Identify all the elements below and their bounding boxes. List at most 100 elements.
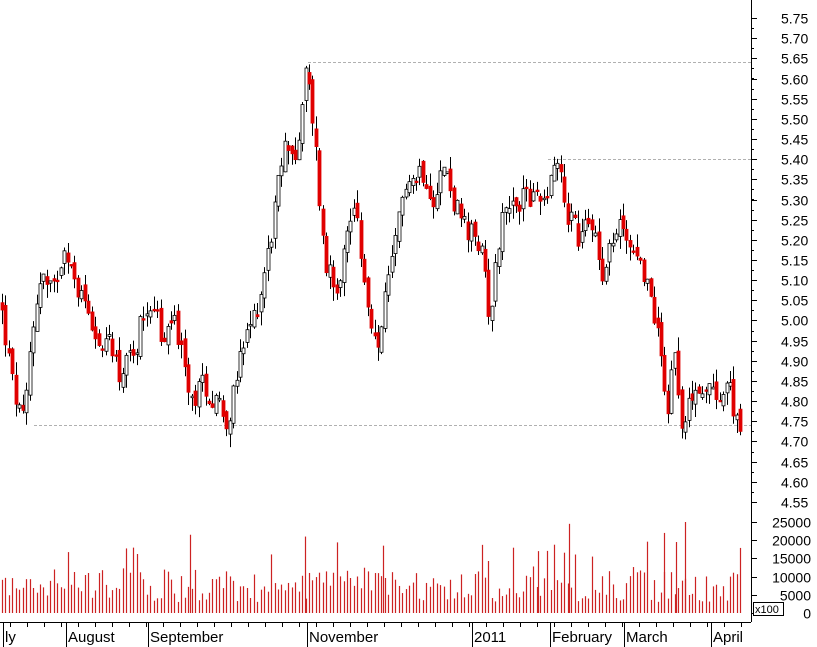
month-label: November bbox=[309, 629, 378, 646]
candle-body bbox=[52, 278, 57, 282]
candle-body bbox=[676, 350, 681, 396]
candle-body bbox=[210, 403, 215, 408]
candle-body bbox=[614, 233, 619, 241]
candle-body bbox=[725, 382, 730, 394]
candle-body bbox=[45, 276, 50, 285]
candle-body bbox=[542, 197, 547, 201]
candle-body bbox=[162, 337, 167, 343]
candle-body bbox=[473, 221, 478, 237]
month-label: March bbox=[626, 629, 668, 646]
month-label: ly bbox=[5, 629, 16, 646]
candle-body bbox=[100, 348, 105, 351]
candle-body bbox=[404, 188, 409, 198]
candle-body bbox=[445, 171, 450, 174]
candle-body bbox=[559, 164, 564, 173]
candle-body bbox=[624, 228, 629, 241]
price-tick-label: 5.45 bbox=[781, 132, 808, 148]
candle-body bbox=[197, 381, 202, 408]
candle-body bbox=[66, 252, 71, 263]
month-label: February bbox=[552, 629, 613, 646]
price-tick-label: 4.75 bbox=[781, 414, 808, 430]
candle-body bbox=[521, 188, 526, 210]
candle-body bbox=[576, 223, 581, 247]
candle-body bbox=[338, 280, 343, 288]
candle-body bbox=[138, 316, 143, 357]
candle-body bbox=[283, 140, 288, 173]
candle-body bbox=[504, 207, 509, 213]
candle-body bbox=[549, 174, 554, 197]
candle-body bbox=[500, 212, 505, 253]
candle-body bbox=[697, 386, 702, 394]
candle-body bbox=[28, 351, 33, 396]
candle-body bbox=[214, 394, 219, 414]
candle-body bbox=[497, 248, 502, 267]
candle-body bbox=[93, 326, 98, 340]
candle-body bbox=[480, 245, 485, 254]
candle-body bbox=[683, 421, 688, 433]
candle-body bbox=[528, 188, 533, 207]
candle-body bbox=[735, 414, 740, 421]
candle-body bbox=[72, 262, 77, 280]
candle-body bbox=[673, 352, 678, 369]
candle-body bbox=[604, 266, 609, 282]
candle-body bbox=[131, 349, 136, 356]
candle-body bbox=[314, 128, 319, 147]
candle-body bbox=[438, 170, 443, 194]
candle-body bbox=[545, 196, 550, 199]
candle-body bbox=[121, 373, 126, 388]
candle-body bbox=[304, 67, 309, 101]
candle-body bbox=[321, 208, 326, 236]
candle-body bbox=[345, 230, 350, 253]
candle-body bbox=[331, 266, 336, 288]
candle-body bbox=[524, 186, 529, 190]
price-tick-label: 4.70 bbox=[781, 434, 808, 450]
candle-body bbox=[731, 379, 736, 417]
candle-body bbox=[266, 248, 271, 271]
candle-body bbox=[397, 211, 402, 242]
candle-body bbox=[128, 350, 133, 353]
candle-body bbox=[83, 284, 88, 302]
price-tick-label: 5.65 bbox=[781, 51, 808, 67]
candle-body bbox=[352, 207, 357, 216]
candle-body bbox=[348, 220, 353, 233]
candle-body bbox=[117, 349, 122, 383]
candle-body bbox=[307, 72, 312, 85]
candle-body bbox=[573, 214, 578, 219]
candle-body bbox=[31, 326, 36, 354]
price-tick-label: 4.90 bbox=[781, 354, 808, 370]
candle-body bbox=[97, 333, 102, 346]
candle-body bbox=[469, 223, 474, 242]
candle-body bbox=[728, 382, 733, 387]
candle-body bbox=[107, 334, 112, 337]
candle-body bbox=[114, 354, 119, 357]
candle-body bbox=[124, 354, 129, 376]
candle-body bbox=[621, 215, 626, 230]
candle-body bbox=[517, 204, 522, 212]
price-tick-label: 5.60 bbox=[781, 72, 808, 88]
price-tick-label: 5.30 bbox=[781, 193, 808, 209]
candle-body bbox=[714, 381, 719, 400]
candle-body bbox=[176, 310, 181, 345]
candle-body bbox=[79, 290, 84, 300]
candle-body bbox=[476, 241, 481, 252]
candle-body bbox=[159, 307, 164, 342]
price-tick-label: 5.05 bbox=[781, 293, 808, 309]
price-tick-label: 5.10 bbox=[781, 273, 808, 289]
candle-body bbox=[152, 308, 157, 312]
candle-body bbox=[297, 139, 302, 161]
candle-body bbox=[186, 364, 191, 393]
candle-body bbox=[135, 352, 140, 355]
candle-body bbox=[145, 313, 150, 317]
candle-body bbox=[235, 379, 240, 387]
month-label: April bbox=[713, 629, 743, 646]
volume-unit-label: x100 bbox=[755, 604, 779, 616]
candle-body bbox=[580, 231, 585, 243]
candle-body bbox=[511, 200, 516, 206]
price-tick-label: 5.00 bbox=[781, 313, 808, 329]
price-candles bbox=[0, 64, 743, 448]
candle-body bbox=[76, 277, 81, 298]
candle-body bbox=[669, 369, 674, 414]
candle-body bbox=[721, 394, 726, 407]
candle-body bbox=[228, 420, 233, 435]
